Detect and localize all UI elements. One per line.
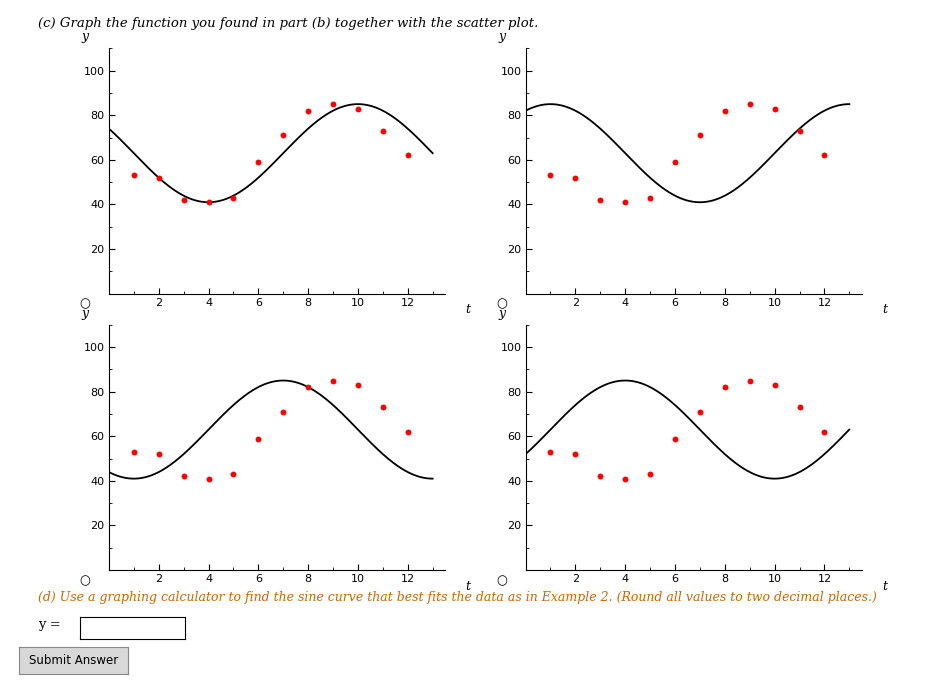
Text: y =: y = [38,618,61,632]
Point [668,157,683,168]
Text: Submit Answer: Submit Answer [28,654,118,667]
Point [692,130,707,141]
Point [692,406,707,417]
Point [126,446,141,457]
Point [717,381,732,392]
Point [300,105,315,116]
Text: ○: ○ [80,298,91,310]
Point [401,150,416,161]
Point [201,197,216,208]
Point [617,197,633,208]
Text: (d) Use a graphing calculator to find the sine curve that best fits the data as : (d) Use a graphing calculator to find th… [38,591,877,604]
Point [817,426,832,437]
Point [568,172,583,183]
Text: ○: ○ [496,574,508,587]
Point [152,448,167,460]
Point [792,125,807,136]
Point [176,194,191,205]
Text: t: t [465,580,471,593]
Point [251,157,266,168]
Point [326,375,341,386]
Point [251,433,266,444]
Point [767,103,782,114]
Point [742,99,758,110]
Text: ○: ○ [80,574,91,587]
Point [126,170,141,181]
Point [543,170,558,181]
Point [225,192,241,203]
Point [375,401,390,413]
Text: y: y [498,307,506,320]
Point [375,125,390,136]
Text: y: y [498,30,506,44]
Point [152,172,167,183]
Point [176,471,191,482]
Point [300,381,315,392]
Point [668,433,683,444]
Text: (c) Graph the function you found in part (b) together with the scatter plot.: (c) Graph the function you found in part… [38,17,538,30]
Text: t: t [882,303,887,316]
Text: t: t [465,303,471,316]
Point [642,468,657,480]
Point [767,379,782,390]
Text: y: y [81,307,89,320]
Text: y: y [81,30,89,44]
Point [742,375,758,386]
Point [617,473,633,484]
Point [401,426,416,437]
Point [543,446,558,457]
Point [792,401,807,413]
Point [225,468,241,480]
Point [593,194,608,205]
Text: t: t [882,580,887,593]
Point [326,99,341,110]
Point [593,471,608,482]
Point [276,406,291,417]
Point [201,473,216,484]
Point [568,448,583,460]
Point [642,192,657,203]
Text: ○: ○ [496,298,508,310]
Point [276,130,291,141]
Point [350,379,366,390]
Point [350,103,366,114]
Point [717,105,732,116]
Point [817,150,832,161]
